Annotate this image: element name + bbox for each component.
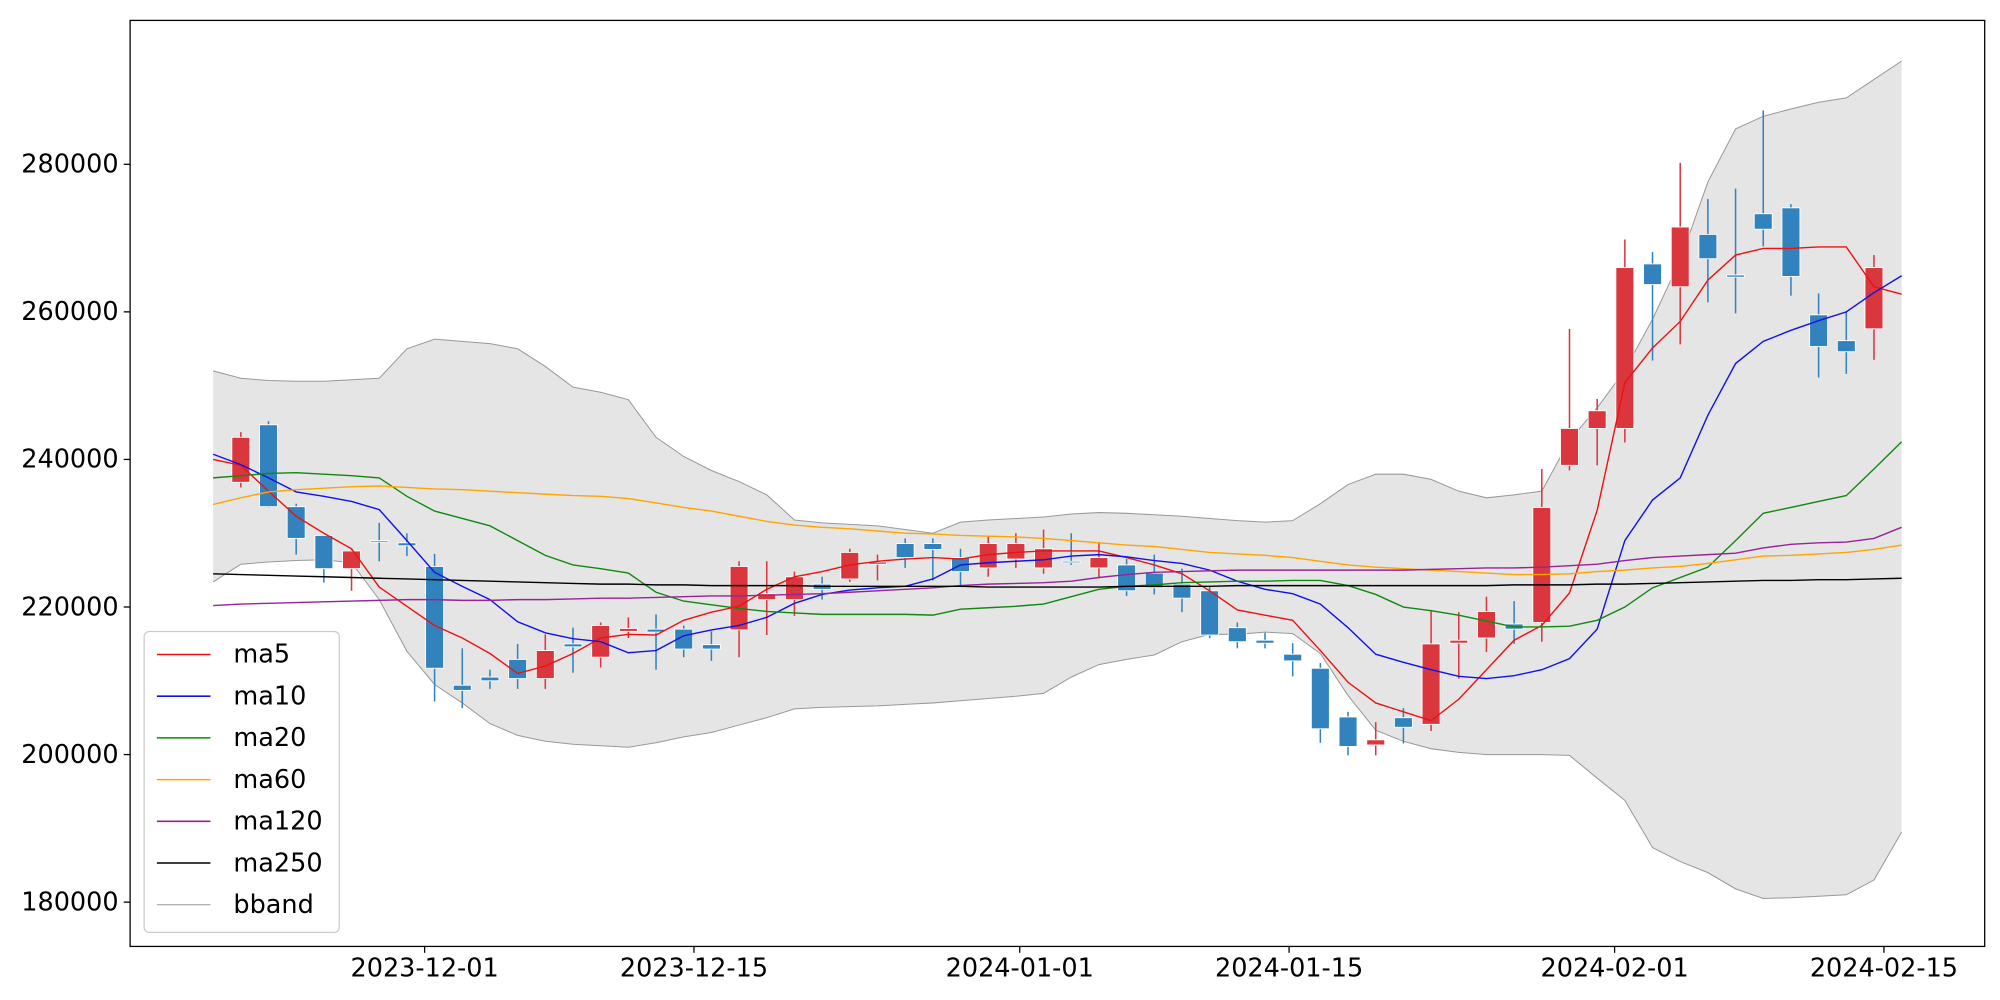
y-tick-label: 280000	[21, 150, 118, 180]
candle-body	[1449, 639, 1469, 644]
legend-label: ma5	[233, 640, 290, 670]
candle-layer	[231, 110, 1884, 756]
candle-body	[1781, 207, 1801, 277]
ma-line	[213, 526, 1902, 607]
candle-body	[508, 658, 528, 680]
legend-label: ma20	[233, 723, 306, 753]
band-lower	[212, 559, 1903, 899]
line-layer	[212, 246, 1903, 722]
candle-body	[1006, 543, 1026, 560]
candle-body	[701, 644, 721, 650]
candle-body	[1587, 410, 1607, 429]
candle-body	[1753, 213, 1773, 230]
x-tick-label: 2024-01-01	[946, 953, 1094, 983]
legend: ma5 ma10 ma20 ma60 ma120 ma250 bband	[143, 630, 340, 934]
axes-layer: 180000 200000 220000 240000 260000 280000 2023…	[21, 19, 1986, 983]
candle-body	[535, 650, 555, 680]
candle-body	[1172, 583, 1192, 599]
candle-body	[1670, 226, 1690, 288]
candle-body	[425, 565, 445, 669]
plot-frame	[129, 19, 1986, 948]
y-tick-label: 220000	[21, 592, 118, 622]
band-layer	[212, 60, 1903, 899]
candle-body	[618, 627, 638, 632]
candle-body	[259, 424, 278, 508]
y-tick-label: 260000	[21, 297, 118, 327]
candle-body	[1338, 716, 1358, 747]
candle-body	[1117, 564, 1137, 592]
candle-body	[342, 550, 361, 570]
candle-body	[895, 543, 915, 559]
candle-body	[1836, 340, 1856, 353]
candle-body	[1200, 590, 1220, 636]
candle-body	[397, 542, 417, 547]
x-tick-label: 2023-12-15	[620, 953, 768, 983]
candle-body	[1477, 610, 1496, 639]
legend-label: ma60	[233, 765, 306, 795]
candle-body	[231, 436, 251, 483]
legend-label: ma10	[233, 681, 306, 711]
ma-line	[212, 485, 1902, 576]
candle-body	[840, 551, 860, 580]
candle-body	[729, 565, 749, 631]
x-tick-label: 2024-02-15	[1810, 953, 1958, 983]
legend-label: ma120	[233, 807, 322, 837]
legend-box	[143, 630, 340, 934]
candle-body	[314, 534, 334, 570]
band-area	[213, 60, 1902, 899]
candle-body	[1283, 653, 1303, 662]
candle-body	[757, 593, 777, 601]
candle-body	[1421, 643, 1441, 725]
ma-line	[212, 246, 1902, 722]
x-tick-label: 2024-02-01	[1541, 953, 1689, 983]
candle-body	[1089, 557, 1109, 569]
candle-body	[1366, 739, 1386, 746]
y-tick-label: 200000	[21, 740, 118, 770]
candle-body	[1809, 314, 1829, 347]
candle-body	[1726, 274, 1746, 278]
y-tick-label: 180000	[21, 887, 118, 917]
candle-body	[1643, 263, 1662, 286]
candle-body	[563, 643, 583, 648]
candle-body	[1255, 639, 1275, 644]
candle-body	[923, 543, 943, 550]
candle-body	[1227, 627, 1247, 643]
x-tick-label: 2023-12-01	[351, 953, 499, 983]
y-tick-label: 240000	[21, 445, 118, 475]
candle-body	[452, 684, 472, 691]
candle-body	[1698, 233, 1718, 260]
candle-body	[1393, 717, 1413, 728]
legend-label: bband	[233, 890, 313, 920]
candle-body	[1310, 667, 1330, 730]
ma-line	[212, 275, 1903, 680]
ma-line	[213, 441, 1903, 628]
candle-body	[480, 676, 500, 682]
candle-body	[1061, 560, 1081, 564]
x-tick-label: 2024-01-15	[1215, 953, 1363, 983]
candle-body	[1532, 506, 1552, 623]
ma-line	[213, 573, 1902, 588]
candle-body	[1560, 428, 1579, 466]
candle-body	[369, 540, 389, 543]
legend-label: ma250	[233, 848, 322, 878]
candle-body	[1615, 267, 1635, 429]
